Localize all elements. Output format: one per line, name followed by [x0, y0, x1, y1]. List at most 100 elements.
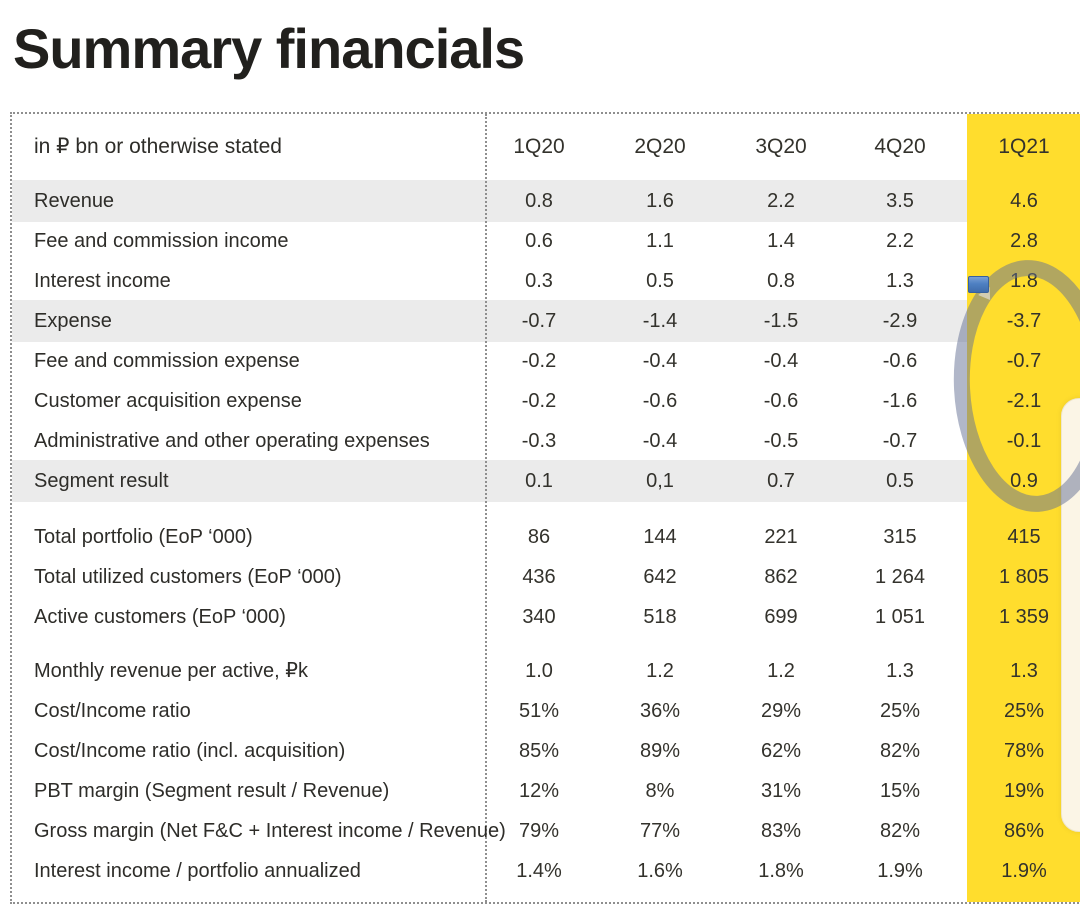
cell-value: 1 805 [998, 566, 1050, 588]
row-label: Cost/Income ratio (incl. acquisition) [34, 740, 346, 762]
table-row: Fee and commission expense -0.2 -0.4 -0.4 -0… [12, 341, 1080, 381]
row-label: Fee and commission expense [34, 350, 300, 372]
cell-value: 19% [1003, 780, 1045, 802]
cell-value: 1.3 [1010, 660, 1038, 682]
cell-value: -0.4 [763, 350, 799, 372]
cell-value: 12% [518, 780, 560, 802]
row-label: Fee and commission income [34, 230, 289, 252]
column-header-1q21: 1Q21 [998, 135, 1050, 158]
cell-value: -1.5 [763, 310, 799, 332]
cell-value: 315 [883, 526, 917, 548]
cell-value: 0,1 [646, 470, 674, 492]
cell-value: 1.4% [516, 860, 562, 882]
table-row: Monthly revenue per active, ₽k 1.0 1.2 1.2 1… [12, 651, 1080, 691]
cell-value: 0.5 [886, 470, 914, 492]
table-row: Interest income / portfolio annualized 1.… [12, 851, 1080, 891]
cell-value: 699 [764, 606, 798, 628]
cell-value: 0.5 [646, 270, 674, 292]
cell-value: 2.8 [1010, 230, 1038, 252]
summary-financials-table: in ₽ bn or otherwise stated 1Q20 2Q20 3Q20… [10, 112, 1080, 904]
annotation-drag-handle[interactable] [968, 276, 989, 293]
table-row: Administrative and other operating expen… [12, 421, 1080, 461]
row-label: Active customers (EoP ‘000) [34, 606, 286, 628]
cell-value: 1 051 [874, 606, 926, 628]
cell-value: 1 264 [874, 566, 926, 588]
cell-value: 0.1 [525, 470, 553, 492]
cell-value: 36% [639, 700, 681, 722]
cell-value: 29% [760, 700, 802, 722]
table-row: Cost/Income ratio (incl. acquisition) 85%… [12, 731, 1080, 771]
cell-value: 340 [522, 606, 556, 628]
cell-value: 78% [1003, 740, 1045, 762]
row-label: Expense [34, 310, 112, 332]
cell-value: 0.3 [525, 270, 553, 292]
label-data-separator [485, 114, 487, 902]
unit-label: in ₽ bn or otherwise stated [34, 135, 282, 158]
cell-value: 82% [879, 740, 921, 762]
shaded-row-stripe [12, 460, 1080, 502]
cell-value: 8% [645, 780, 675, 802]
table-row: Interest income 0.3 0.5 0.8 1.3 1.8 [12, 261, 1080, 301]
cell-value: 642 [643, 566, 677, 588]
cell-value: 1.6% [637, 860, 683, 882]
cell-value: 862 [764, 566, 798, 588]
cell-value: 1.9% [877, 860, 923, 882]
side-panel-edge [1061, 398, 1080, 832]
row-label: Cost/Income ratio [34, 700, 191, 722]
row-label: Customer acquisition expense [34, 390, 302, 412]
row-label: Interest income [34, 270, 171, 292]
cell-value: 89% [639, 740, 681, 762]
cell-value: 0.7 [767, 470, 795, 492]
table-row: PBT margin (Segment result / Revenue) 12%… [12, 771, 1080, 811]
cell-value: -3.7 [1006, 310, 1042, 332]
shaded-row-stripe [12, 300, 1080, 342]
cell-value: 0.8 [525, 190, 553, 212]
cell-value: 1.9% [1001, 860, 1047, 882]
cell-value: 85% [518, 740, 560, 762]
cell-value: 1 359 [998, 606, 1050, 628]
cell-value: 518 [643, 606, 677, 628]
column-header-4q20: 4Q20 [874, 135, 926, 158]
cell-value: 1.3 [886, 270, 914, 292]
cell-value: -0.2 [521, 350, 557, 372]
row-label: Interest income / portfolio annualized [34, 860, 361, 882]
cell-value: -0.3 [521, 430, 557, 452]
cell-value: 31% [760, 780, 802, 802]
row-label: Total utilized customers (EoP ‘000) [34, 566, 342, 588]
column-header-1q20: 1Q20 [513, 135, 565, 158]
page-title: Summary financials [13, 17, 525, 80]
row-label: Gross margin (Net F&C + Interest income … [34, 820, 506, 842]
cell-value: 0.8 [767, 270, 795, 292]
cell-value: -0.4 [642, 430, 678, 452]
table-row: Customer acquisition expense -0.2 -0.6 -0.6… [12, 381, 1080, 421]
cell-value: 2.2 [886, 230, 914, 252]
table-row: Cost/Income ratio 51% 36% 29% 25% 25% [12, 691, 1080, 731]
cell-value: 415 [1007, 526, 1041, 548]
cell-value: -0.7 [1006, 350, 1042, 372]
cell-value: 1.3 [886, 660, 914, 682]
row-label: Monthly revenue per active, ₽k [34, 660, 308, 682]
table-row: Gross margin (Net F&C + Interest income … [12, 811, 1080, 851]
cell-value: -0.7 [521, 310, 557, 332]
cell-value: 1.0 [525, 660, 553, 682]
cell-value: 77% [639, 820, 681, 842]
header-row: in ₽ bn or otherwise stated 1Q20 2Q20 3Q20… [12, 127, 1080, 167]
cell-value: 1.8% [758, 860, 804, 882]
cell-value: 2.2 [767, 190, 795, 212]
cell-value: -0.6 [882, 350, 918, 372]
cell-value: -0.2 [521, 390, 557, 412]
cell-value: 15% [879, 780, 921, 802]
row-label: Total portfolio (EoP ‘000) [34, 526, 253, 548]
column-header-2q20: 2Q20 [634, 135, 686, 158]
row-label: PBT margin (Segment result / Revenue) [34, 780, 390, 802]
table-row: Segment result 0.1 0,1 0.7 0.5 0.9 [12, 461, 1080, 501]
cell-value: 62% [760, 740, 802, 762]
table-row: Fee and commission income 0.6 1.1 1.4 2.2 2.8 [12, 221, 1080, 261]
cell-value: -0.6 [763, 390, 799, 412]
cell-value: 1.4 [767, 230, 795, 252]
cell-value: 4.6 [1010, 190, 1038, 212]
cell-value: 86% [1003, 820, 1045, 842]
cell-value: -0.7 [882, 430, 918, 452]
column-header-3q20: 3Q20 [755, 135, 807, 158]
shaded-row-stripe [12, 180, 1080, 222]
